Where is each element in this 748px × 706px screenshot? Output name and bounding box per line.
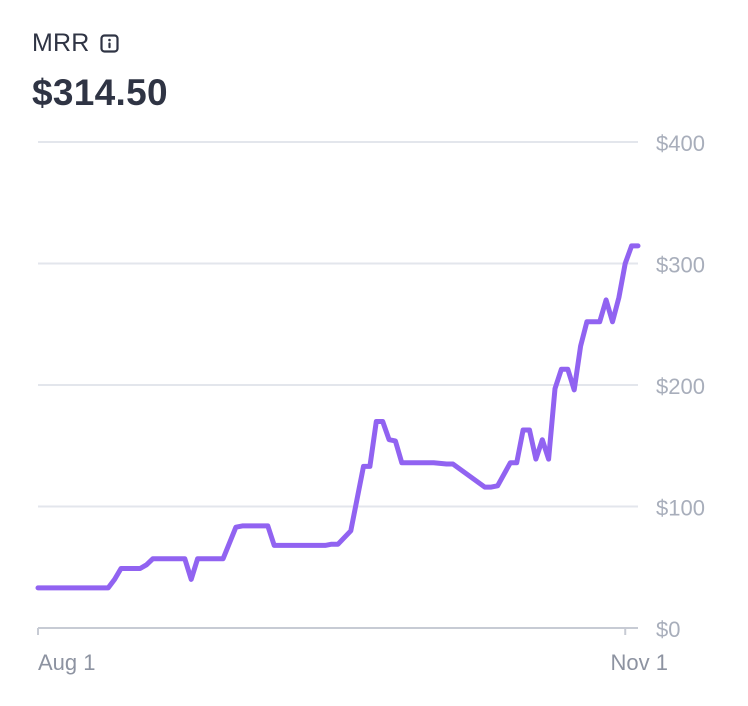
y-tick-label: $100: [656, 496, 705, 521]
y-tick-label: $0: [656, 617, 680, 642]
metric-value: $314.50: [32, 72, 168, 113]
y-tick-label: $200: [656, 374, 705, 399]
metric-title: MRR: [32, 28, 90, 57]
x-tick-label: Nov 1: [610, 650, 667, 675]
y-tick-label: $400: [656, 131, 705, 156]
info-icon[interactable]: [99, 33, 119, 53]
mrr-series-line: [35, 243, 641, 591]
metric-header: MRR $314.50: [32, 28, 532, 115]
metric-title-row: MRR: [32, 28, 532, 58]
y-tick-label: $300: [656, 253, 705, 278]
x-tick-label: Aug 1: [38, 650, 96, 675]
